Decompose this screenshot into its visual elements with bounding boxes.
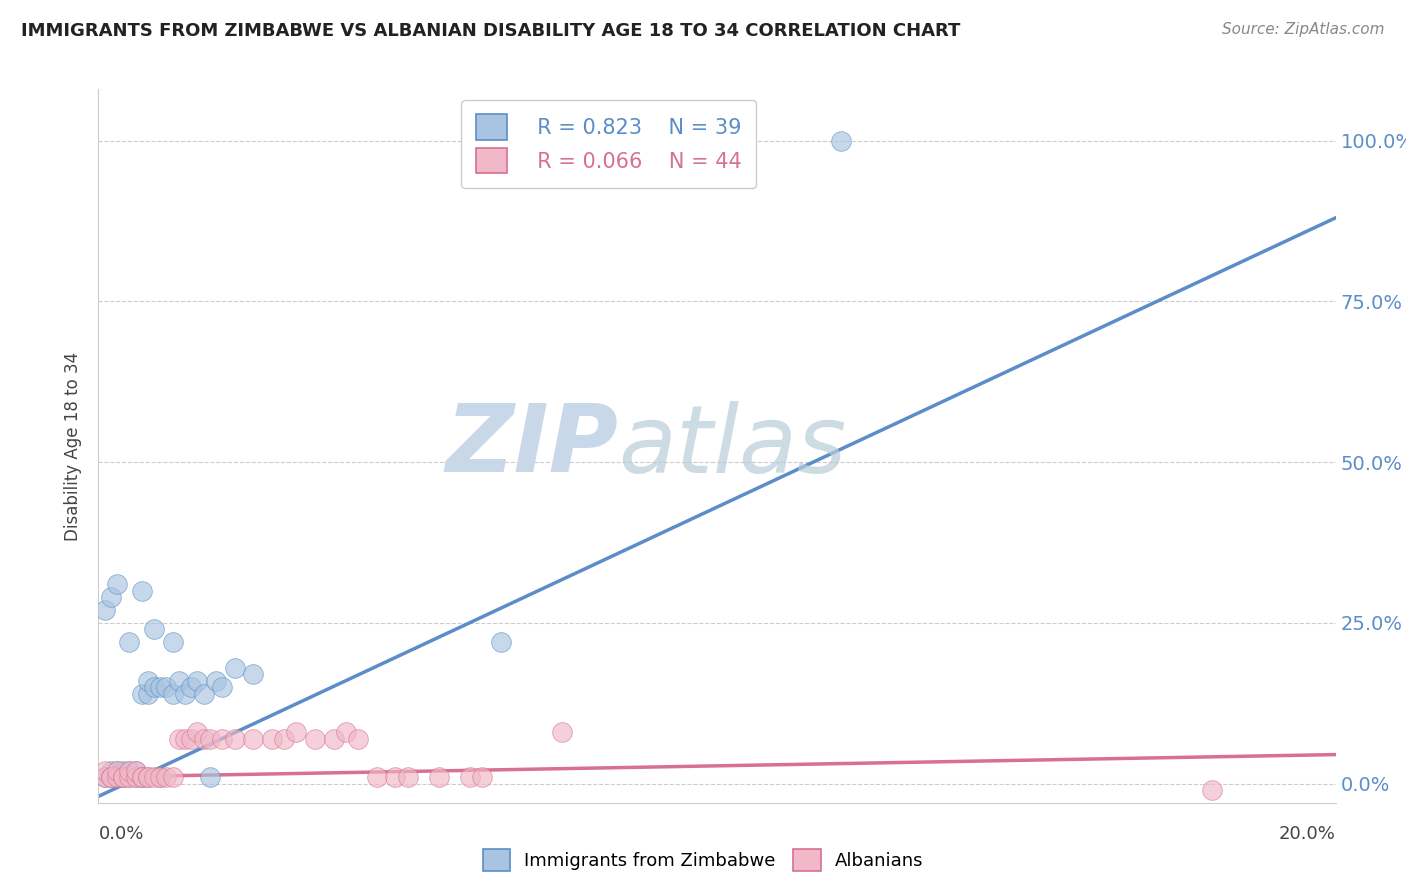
- Point: [304, 731, 326, 746]
- Point: [105, 770, 128, 784]
- Point: [118, 764, 141, 778]
- Point: [186, 725, 208, 739]
- Point: [174, 686, 197, 700]
- Legend:   R = 0.823    N = 39,   R = 0.066    N = 44: R = 0.823 N = 39, R = 0.066 N = 44: [461, 100, 756, 188]
- Point: [131, 583, 153, 598]
- Point: [124, 764, 146, 778]
- Point: [167, 673, 190, 688]
- Point: [131, 686, 153, 700]
- Point: [471, 770, 494, 784]
- Point: [100, 764, 122, 778]
- Point: [489, 635, 512, 649]
- Point: [162, 635, 184, 649]
- Point: [143, 622, 166, 636]
- Point: [458, 770, 481, 784]
- Point: [105, 764, 128, 778]
- Point: [124, 770, 146, 784]
- Point: [112, 770, 135, 784]
- Point: [224, 661, 246, 675]
- Point: [273, 731, 295, 746]
- Point: [112, 764, 135, 778]
- Point: [830, 134, 852, 148]
- Point: [105, 577, 128, 591]
- Point: [124, 764, 146, 778]
- Text: 20.0%: 20.0%: [1279, 825, 1336, 843]
- Point: [149, 770, 172, 784]
- Point: [149, 680, 172, 694]
- Point: [112, 770, 135, 784]
- Point: [211, 731, 233, 746]
- Point: [396, 770, 419, 784]
- Point: [118, 764, 141, 778]
- Point: [242, 667, 264, 681]
- Point: [193, 731, 215, 746]
- Point: [131, 770, 153, 784]
- Point: [131, 770, 153, 784]
- Point: [198, 731, 221, 746]
- Point: [136, 770, 159, 784]
- Point: [136, 673, 159, 688]
- Point: [93, 764, 115, 778]
- Point: [167, 731, 190, 746]
- Point: [347, 731, 370, 746]
- Point: [174, 731, 197, 746]
- Point: [136, 686, 159, 700]
- Point: [260, 731, 283, 746]
- Text: ZIP: ZIP: [446, 400, 619, 492]
- Point: [105, 770, 128, 784]
- Point: [118, 770, 141, 784]
- Point: [143, 680, 166, 694]
- Point: [198, 770, 221, 784]
- Point: [162, 770, 184, 784]
- Point: [136, 770, 159, 784]
- Point: [100, 770, 122, 784]
- Point: [285, 725, 308, 739]
- Point: [186, 673, 208, 688]
- Point: [162, 686, 184, 700]
- Point: [149, 770, 172, 784]
- Point: [427, 770, 450, 784]
- Point: [1201, 783, 1223, 797]
- Point: [155, 770, 177, 784]
- Point: [205, 673, 228, 688]
- Legend: Immigrants from Zimbabwe, Albanians: Immigrants from Zimbabwe, Albanians: [475, 842, 931, 879]
- Point: [224, 731, 246, 746]
- Text: IMMIGRANTS FROM ZIMBABWE VS ALBANIAN DISABILITY AGE 18 TO 34 CORRELATION CHART: IMMIGRANTS FROM ZIMBABWE VS ALBANIAN DIS…: [21, 22, 960, 40]
- Point: [100, 770, 122, 784]
- Point: [93, 770, 115, 784]
- Text: 0.0%: 0.0%: [98, 825, 143, 843]
- Y-axis label: Disability Age 18 to 34: Disability Age 18 to 34: [65, 351, 83, 541]
- Point: [118, 770, 141, 784]
- Point: [322, 731, 344, 746]
- Point: [366, 770, 388, 784]
- Point: [143, 770, 166, 784]
- Point: [105, 764, 128, 778]
- Point: [180, 680, 202, 694]
- Point: [551, 725, 574, 739]
- Point: [131, 770, 153, 784]
- Point: [124, 770, 146, 784]
- Point: [118, 635, 141, 649]
- Point: [93, 770, 115, 784]
- Point: [180, 731, 202, 746]
- Point: [100, 590, 122, 604]
- Point: [242, 731, 264, 746]
- Text: Source: ZipAtlas.com: Source: ZipAtlas.com: [1222, 22, 1385, 37]
- Text: atlas: atlas: [619, 401, 846, 491]
- Point: [155, 680, 177, 694]
- Point: [384, 770, 406, 784]
- Point: [93, 603, 115, 617]
- Point: [211, 680, 233, 694]
- Point: [193, 686, 215, 700]
- Point: [100, 770, 122, 784]
- Point: [112, 770, 135, 784]
- Point: [335, 725, 357, 739]
